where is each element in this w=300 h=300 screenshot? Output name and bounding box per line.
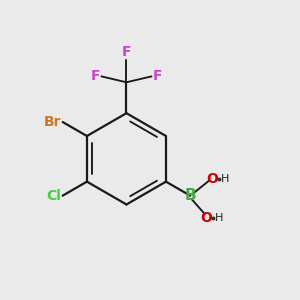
Text: O: O — [206, 172, 218, 186]
Text: Cl: Cl — [46, 189, 61, 202]
Text: H: H — [221, 174, 230, 184]
Text: O: O — [200, 211, 212, 225]
Text: B: B — [184, 188, 196, 203]
Text: F: F — [153, 69, 162, 83]
Text: F: F — [90, 69, 100, 83]
Text: F: F — [122, 45, 131, 59]
Text: H: H — [215, 213, 224, 223]
Text: Br: Br — [44, 115, 61, 129]
